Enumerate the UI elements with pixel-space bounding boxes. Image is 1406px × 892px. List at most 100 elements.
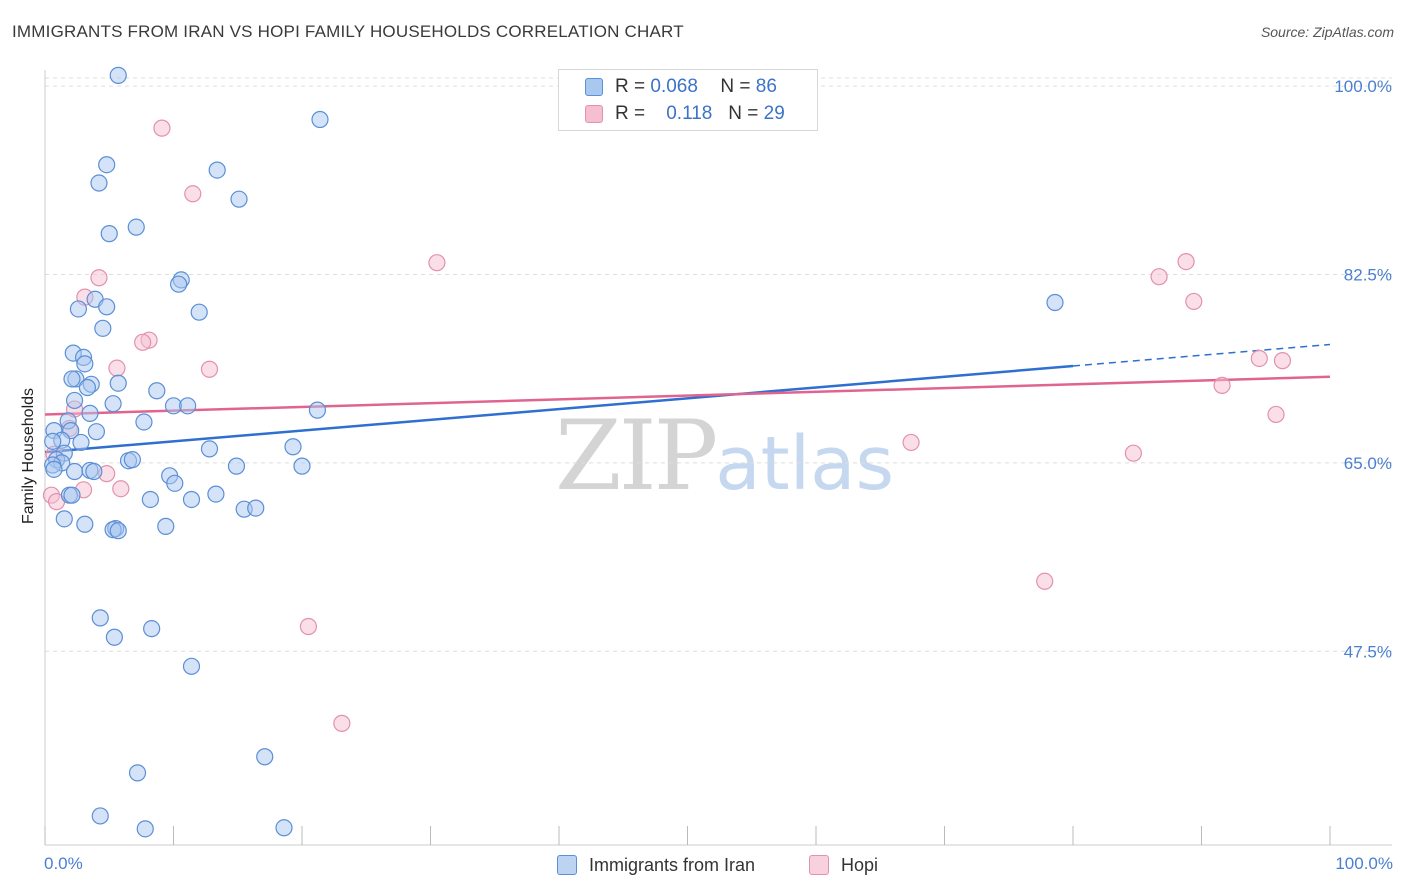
iran-point bbox=[65, 391, 84, 410]
iran-point bbox=[98, 298, 116, 316]
bottom-legend-label-hopi: Hopi bbox=[841, 854, 879, 875]
iran-point bbox=[190, 303, 208, 321]
source-credit: Source: ZipAtlas.com bbox=[1260, 24, 1394, 40]
iran-point bbox=[141, 490, 159, 509]
iran-point bbox=[123, 451, 141, 469]
iran-trend-extension bbox=[1072, 343, 1331, 367]
hopi-point bbox=[299, 617, 318, 636]
iran-point bbox=[109, 374, 127, 392]
iran-point bbox=[208, 161, 226, 179]
hopi-point bbox=[902, 433, 920, 452]
legend-swatch-hopi bbox=[585, 105, 603, 123]
legend-r-value: 0.068 bbox=[650, 76, 698, 97]
iran-point bbox=[100, 225, 118, 243]
iran-point bbox=[76, 355, 94, 373]
iran-point bbox=[308, 401, 327, 419]
hopi-point bbox=[1185, 292, 1203, 311]
legend-n-label: N = bbox=[728, 103, 759, 124]
axes bbox=[44, 70, 1392, 846]
x-tick-label-max: 100.0% bbox=[1335, 854, 1393, 873]
iran-point bbox=[247, 499, 265, 517]
iran-point bbox=[94, 319, 112, 337]
legend-n-label: N = bbox=[720, 76, 751, 97]
iran-point bbox=[284, 438, 302, 456]
iran-point bbox=[65, 462, 84, 481]
hopi-point bbox=[184, 185, 202, 203]
bottom-legend-iran: Immigrants from Iran bbox=[557, 852, 755, 878]
iran-point bbox=[63, 486, 81, 504]
iran-point bbox=[179, 397, 197, 415]
bottom-legend-swatch-hopi bbox=[809, 855, 829, 875]
iran-point bbox=[182, 657, 201, 675]
iran-point bbox=[293, 457, 311, 475]
iran-point bbox=[55, 510, 73, 528]
iran-point bbox=[136, 820, 154, 838]
hopi-point bbox=[153, 119, 171, 137]
iran-point bbox=[128, 764, 147, 782]
iran-point bbox=[170, 275, 188, 293]
hopi-point bbox=[108, 359, 126, 377]
iran-point bbox=[166, 474, 184, 492]
iran-point bbox=[148, 382, 166, 400]
legend-r-label: R = bbox=[615, 103, 646, 124]
watermark: ZIPatlas bbox=[555, 400, 894, 512]
y-tick-label: 65.0% bbox=[1344, 454, 1392, 473]
legend-swatch-iran bbox=[585, 78, 603, 96]
iran-point bbox=[135, 413, 153, 431]
tick-labels: 47.5% 65.0% 82.5% 100.0% 0.0% 100.0% bbox=[44, 77, 1393, 873]
y-axis-label: Family Households bbox=[20, 388, 37, 524]
iran-point bbox=[275, 819, 293, 837]
hopi-point bbox=[1150, 268, 1168, 286]
watermark-zip: ZIP bbox=[555, 400, 718, 512]
iran-point bbox=[76, 515, 94, 533]
watermark-atlas: atlas bbox=[715, 421, 895, 507]
iran-point bbox=[44, 432, 62, 450]
iran-point bbox=[104, 395, 122, 413]
hopi-point bbox=[134, 333, 152, 351]
hopi-point bbox=[1124, 444, 1142, 462]
hopi-trend-line bbox=[44, 375, 1331, 416]
gridlines bbox=[45, 77, 1392, 652]
hopi-point bbox=[1267, 405, 1285, 424]
legend-r-value: 0.118 bbox=[666, 103, 713, 124]
legend-n-value: 29 bbox=[763, 103, 785, 124]
hopi-point bbox=[90, 269, 108, 287]
bottom-legend-swatch-iran bbox=[557, 855, 577, 875]
hopi-point bbox=[1250, 349, 1268, 368]
chart-title: IMMIGRANTS FROM IRAN VS HOPI FAMILY HOUS… bbox=[12, 22, 684, 41]
legend-r-label: R = bbox=[615, 76, 646, 97]
iran-point bbox=[91, 807, 109, 825]
iran-point bbox=[227, 457, 246, 475]
legend-row-hopi: R = 0.118 N = 29 bbox=[585, 101, 785, 127]
iran-point bbox=[200, 440, 219, 458]
iran-point bbox=[127, 218, 145, 236]
hopi-point bbox=[200, 360, 219, 378]
iran-point bbox=[182, 490, 201, 509]
iran-point bbox=[90, 174, 108, 192]
hopi-point bbox=[1036, 572, 1054, 590]
iran-point bbox=[78, 378, 97, 397]
y-tick-label: 82.5% bbox=[1344, 266, 1392, 285]
iran-point bbox=[105, 628, 123, 646]
iran-point bbox=[63, 370, 81, 388]
y-tick-label: 100.0% bbox=[1334, 77, 1392, 96]
iran-point bbox=[81, 404, 99, 422]
iran-point bbox=[45, 460, 63, 478]
hopi-point bbox=[428, 254, 446, 272]
iran-point bbox=[72, 433, 90, 452]
iran-trend-line bbox=[44, 364, 1074, 454]
bottom-legend-hopi: Hopi bbox=[809, 852, 878, 878]
iran-point bbox=[207, 485, 225, 503]
iran-point bbox=[98, 156, 116, 174]
legend-n-value: 86 bbox=[755, 76, 777, 97]
hopi-point bbox=[112, 480, 130, 498]
hopi-point bbox=[1213, 376, 1231, 394]
iran-point bbox=[109, 522, 127, 540]
iran-point bbox=[230, 190, 248, 208]
hopi-point bbox=[1177, 252, 1195, 271]
trend-lines bbox=[44, 343, 1331, 454]
iran-point bbox=[143, 620, 161, 638]
iran-point bbox=[157, 517, 175, 535]
iran-point bbox=[69, 300, 88, 318]
bottom-legend-label-iran: Immigrants from Iran bbox=[589, 854, 756, 875]
